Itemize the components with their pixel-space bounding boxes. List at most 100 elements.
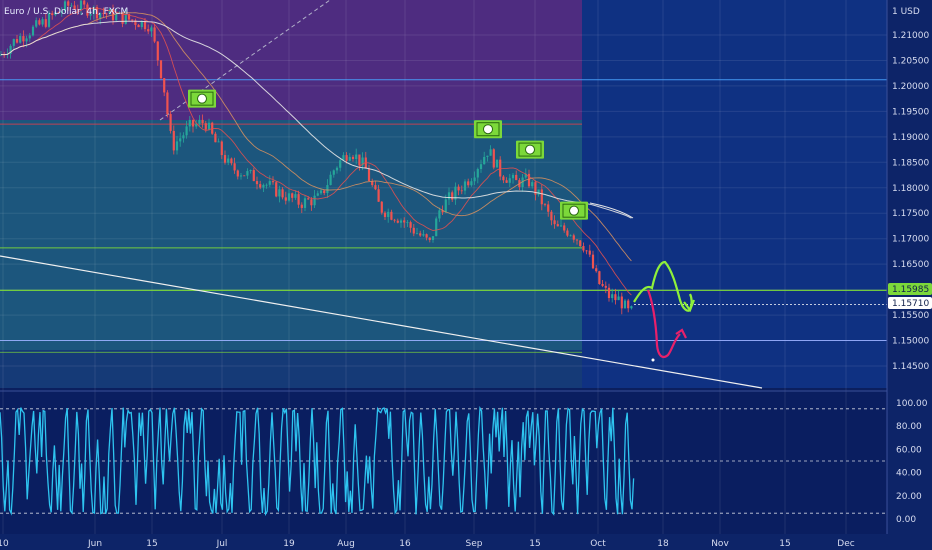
candle-body — [179, 138, 182, 142]
candle-body — [9, 45, 12, 54]
candle-body — [444, 199, 447, 213]
range-zone-lower — [0, 350, 582, 388]
candle-body — [172, 130, 175, 151]
currency-label: 1 USD — [892, 7, 920, 17]
x-tick-label: Jun — [87, 539, 102, 549]
dollar-coin-icon — [569, 205, 579, 216]
candle-body — [502, 176, 505, 181]
candle-body — [630, 306, 633, 309]
candle-body — [527, 173, 531, 187]
candle-body — [185, 126, 188, 136]
candle-body — [447, 192, 451, 200]
candle-body — [460, 190, 463, 192]
candle-body — [470, 181, 473, 186]
candle-body — [534, 182, 537, 195]
target-dot — [651, 358, 655, 362]
candle-body — [175, 141, 179, 151]
candle-body — [214, 133, 217, 143]
dollar-bill-border — [476, 122, 500, 137]
candle-body — [291, 193, 294, 198]
candle-body — [620, 296, 623, 309]
candle-body — [463, 181, 467, 191]
candle-body — [137, 24, 140, 28]
candle-body — [595, 268, 598, 272]
candle-body — [323, 190, 326, 194]
candle-body — [239, 175, 243, 177]
candle-body — [233, 163, 236, 171]
candle-body — [508, 178, 511, 183]
candle-body — [159, 60, 163, 79]
candle-body — [25, 38, 28, 42]
candle-body — [51, 13, 54, 16]
candle-body — [451, 192, 454, 200]
dollar-markers — [188, 89, 588, 220]
x-tick-label: Nov — [711, 539, 729, 549]
candle-body — [486, 155, 489, 157]
candle-body — [476, 169, 479, 178]
candle-body — [147, 29, 150, 32]
last-price-tag-bg — [888, 297, 932, 309]
x-tick-label: 16 — [399, 539, 411, 549]
oscillator-tick-label: 60.00 — [896, 445, 922, 455]
dollar-marker — [516, 140, 544, 159]
descending-trendline — [0, 255, 763, 389]
candle-body — [35, 20, 38, 27]
candle-body — [140, 20, 143, 28]
candle-body — [163, 78, 166, 93]
trendlines — [0, 0, 763, 389]
candle-body — [220, 141, 223, 156]
candle-body — [262, 184, 265, 188]
candle-body — [431, 236, 435, 240]
candle-body — [473, 177, 476, 182]
candle-body — [307, 198, 310, 200]
candle-body — [326, 185, 329, 194]
candle-body — [483, 156, 486, 165]
candle-body — [614, 294, 617, 301]
dollar-coin-icon — [525, 144, 535, 155]
candle-body — [374, 185, 377, 190]
x-tick-label: Jul — [216, 539, 228, 549]
candle-body — [124, 13, 127, 24]
y-tick-label: 1.18000 — [892, 184, 929, 194]
candle-body — [150, 27, 153, 32]
candle-body — [227, 158, 230, 163]
candle-body — [191, 119, 195, 127]
candle-body — [358, 154, 361, 166]
candle-body — [438, 210, 441, 219]
candle-body — [332, 170, 335, 175]
candle-body — [441, 210, 444, 213]
last-price: 1.15710 — [892, 299, 929, 309]
oscillator-tick-label: 80.00 — [896, 422, 922, 432]
candle-body — [521, 177, 524, 188]
dollar-bill-border — [190, 91, 214, 106]
candle-body — [79, 0, 83, 10]
candle-body — [127, 13, 131, 20]
candle-body — [556, 224, 559, 227]
candle-body — [153, 27, 156, 42]
candle-body — [569, 235, 572, 237]
candle-body — [601, 284, 604, 286]
candle-body — [275, 182, 278, 197]
candle-body — [422, 234, 425, 236]
moving-averages — [0, 7, 634, 296]
candle-body — [281, 189, 284, 198]
candle-body — [566, 230, 569, 236]
candle-body — [543, 204, 547, 206]
candle-body — [310, 199, 313, 206]
candle-body — [339, 160, 342, 168]
dollar-marker — [474, 120, 502, 139]
candle-body — [348, 156, 351, 161]
fast-moving-average — [0, 7, 632, 296]
x-tick-label: 15 — [146, 539, 157, 549]
projection-arrows — [633, 260, 696, 362]
bearish-projection-path — [646, 289, 681, 359]
candle-body — [246, 171, 249, 176]
slow-moving-average — [0, 20, 632, 219]
candle-body — [495, 159, 499, 168]
x-tick-label: 10 — [0, 539, 9, 549]
candle-body — [345, 155, 348, 161]
y-tick-label: 1.18500 — [892, 158, 929, 168]
candle-body — [499, 159, 502, 177]
candle-body — [22, 36, 25, 42]
candle-body — [92, 7, 95, 14]
